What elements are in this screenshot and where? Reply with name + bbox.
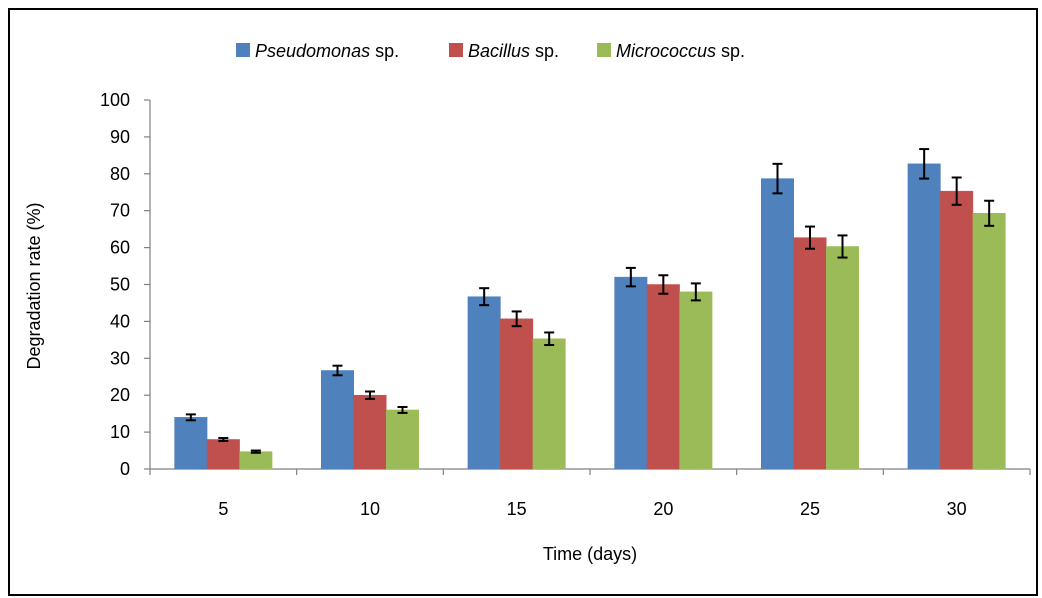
bar-micrococcus-5 [239, 451, 273, 470]
error-bar [332, 364, 343, 377]
legend-label-suffix: sp. [530, 41, 559, 61]
error-bars-group [185, 148, 995, 454]
error-bar [951, 176, 962, 206]
error-bar [690, 282, 701, 302]
error-bar [919, 148, 930, 180]
legend: Pseudomonas sp. Bacillus sp. Micrococcus s… [236, 41, 745, 61]
y-axis: 0 10 20 30 40 50 60 70 80 90 100 [100, 90, 151, 479]
legend-item-pseudomonas: Pseudomonas sp. [236, 41, 399, 61]
bar-bacillus-15 [500, 318, 534, 470]
bar-bacillus-25 [793, 237, 827, 470]
legend-swatch [597, 43, 611, 57]
legend-label-genus: Pseudomonas [255, 41, 370, 61]
legend-label: Micrococcus sp. [616, 41, 745, 61]
legend-label: Bacillus sp. [468, 41, 559, 61]
legend-item-micrococcus: Micrococcus sp. [597, 41, 745, 61]
y-tick-label: 70 [110, 201, 130, 221]
x-tick-label: 5 [218, 499, 228, 519]
error-bar [185, 413, 196, 422]
x-axis-label: Time (days) [543, 544, 637, 564]
x-axis: 5 10 15 20 25 30 [149, 468, 1031, 519]
bar-pseudomonas-30 [907, 163, 941, 470]
error-bar [511, 310, 522, 328]
bar-bacillus-10 [353, 394, 387, 470]
y-tick-label: 30 [110, 348, 130, 368]
bar-bacillus-20 [646, 284, 680, 470]
y-tick-label: 90 [110, 127, 130, 147]
bar-pseudomonas-20 [614, 276, 648, 470]
legend-label-genus: Micrococcus [616, 41, 716, 61]
x-tick-label: 15 [507, 499, 527, 519]
error-bar [984, 199, 995, 227]
x-tick-label: 10 [360, 499, 380, 519]
bar-micrococcus-25 [826, 246, 859, 470]
chart-frame [8, 8, 1038, 596]
y-tick-label: 40 [110, 311, 130, 331]
bar-micrococcus-20 [679, 291, 713, 470]
y-tick-label: 10 [110, 422, 130, 442]
error-bar [837, 234, 848, 259]
legend-label-genus: Bacillus [468, 41, 530, 61]
y-tick-label: 20 [110, 385, 130, 405]
y-axis-label: Degradation rate (%) [24, 202, 44, 369]
bar-pseudomonas-10 [321, 370, 354, 470]
legend-label-suffix: sp. [370, 41, 399, 61]
error-bar [397, 406, 408, 414]
bar-micrococcus-30 [972, 213, 1006, 470]
legend-label: Pseudomonas sp. [255, 41, 399, 61]
legend-swatch [449, 43, 463, 57]
y-tick-label: 0 [120, 459, 130, 479]
bar-pseudomonas-15 [467, 296, 501, 470]
legend-label-suffix: sp. [716, 41, 745, 61]
error-bar [805, 225, 815, 250]
bar-bacillus-30 [940, 190, 974, 470]
bar-bacillus-5 [206, 439, 240, 470]
bar-pseudomonas-5 [174, 417, 208, 470]
bars-group [174, 163, 1006, 470]
error-bar [218, 437, 229, 442]
y-tick-label: 60 [110, 238, 130, 258]
y-tick-label: 50 [110, 275, 130, 295]
bar-pseudomonas-25 [761, 178, 794, 470]
error-bar [250, 449, 261, 454]
error-bar [772, 162, 783, 195]
error-bar [479, 287, 490, 307]
y-tick-label: 100 [100, 90, 130, 110]
error-bar [365, 390, 375, 400]
x-tick-label: 20 [653, 499, 673, 519]
legend-swatch [236, 43, 250, 57]
error-bar [658, 274, 669, 295]
y-tick-label: 80 [110, 164, 130, 184]
bar-micrococcus-10 [386, 409, 419, 470]
legend-item-bacillus: Bacillus sp. [449, 41, 559, 61]
error-bar [544, 331, 555, 347]
error-bar [625, 266, 636, 288]
bar-micrococcus-15 [532, 338, 566, 470]
x-tick-label: 25 [800, 499, 820, 519]
x-tick-label: 30 [947, 499, 967, 519]
